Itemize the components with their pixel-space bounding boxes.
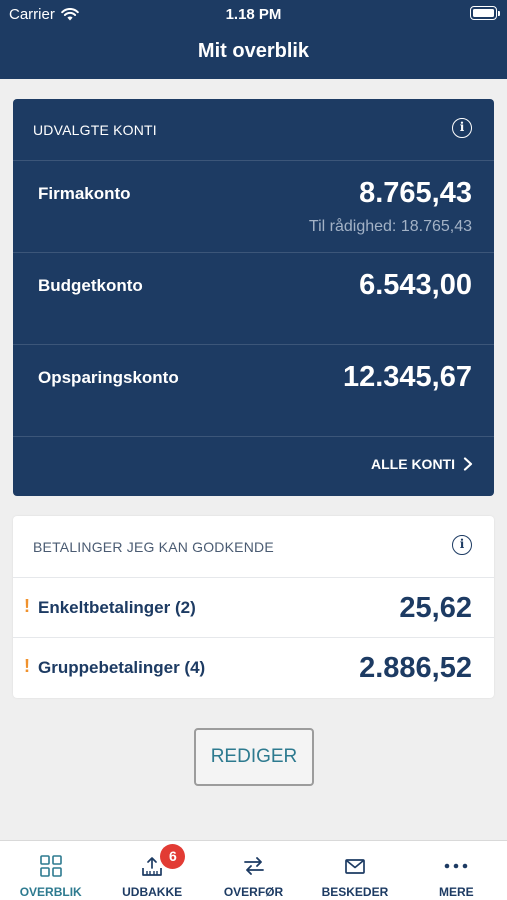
account-balance: 6.543,00: [359, 269, 472, 301]
tab-udbakke[interactable]: 6 UDBAKKE: [101, 841, 202, 900]
edit-button[interactable]: REDIGER: [194, 728, 314, 786]
envelope-icon: [345, 859, 365, 874]
account-balance: 8.765,43: [359, 177, 472, 209]
more-dots-icon: [445, 863, 468, 869]
outbox-badge: 6: [160, 844, 186, 869]
status-bar: Carrier 1.18 PM: [0, 0, 507, 28]
transfer-icon: [243, 857, 264, 875]
tab-label: MERE: [438, 885, 474, 899]
account-row-firmakonto[interactable]: Firmakonto 8.765,43 Til rådighed: 18.765…: [13, 161, 494, 253]
info-icon[interactable]: i: [452, 118, 472, 138]
account-name: Firmakonto: [38, 184, 131, 203]
tab-mere[interactable]: MERE: [406, 841, 507, 900]
status-left: Carrier: [9, 6, 79, 23]
payment-row-single[interactable]: ! Enkeltbetalinger (2) 25,62: [13, 578, 494, 638]
account-name: Opsparingskonto: [38, 368, 179, 387]
payment-name: Gruppebetalinger (4): [38, 658, 206, 677]
info-icon[interactable]: i: [452, 535, 472, 555]
battery-icon: [470, 6, 500, 20]
tab-label: OVERFØR: [223, 885, 284, 899]
accounts-card-title: UDVALGTE KONTI: [33, 122, 157, 138]
payments-card-header: BETALINGER JEG KAN GODKENDE i: [13, 516, 494, 578]
all-accounts-link[interactable]: ALLE KONTI: [371, 456, 473, 472]
warning-icon: !: [24, 656, 30, 676]
carrier-label: Carrier: [9, 6, 55, 23]
bottom-tab-bar: OVERBLIK 6 UDBAKKE OVERFØR BESKEDER: [0, 840, 507, 900]
tab-label: OVERBLIK: [19, 885, 82, 899]
tab-label: BESKEDER: [321, 885, 389, 899]
account-row-opsparingskonto[interactable]: Opsparingskonto 12.345,67: [13, 345, 494, 437]
payments-to-approve-card: BETALINGER JEG KAN GODKENDE i ! Enkeltbe…: [13, 516, 494, 698]
tab-label: UDBAKKE: [122, 885, 183, 899]
overview-grid-icon: [39, 855, 62, 877]
tab-overblik[interactable]: OVERBLIK: [0, 841, 101, 900]
payments-card-title: BETALINGER JEG KAN GODKENDE: [33, 539, 274, 555]
warning-icon: !: [24, 596, 30, 616]
all-accounts-label: ALLE KONTI: [371, 456, 455, 472]
tab-overfor[interactable]: OVERFØR: [203, 841, 304, 900]
tab-beskeder[interactable]: BESKEDER: [304, 841, 405, 900]
selected-accounts-card: UDVALGTE KONTI i Firmakonto 8.765,43 Til…: [13, 99, 494, 496]
account-balance: 12.345,67: [342, 361, 472, 393]
header-bar: Carrier 1.18 PM Mit overblik: [0, 0, 507, 79]
account-available: Til rådighed: 18.765,43: [308, 218, 472, 235]
chevron-right-icon: [463, 457, 473, 471]
payment-amount: 25,62: [399, 592, 472, 624]
account-row-budgetkonto[interactable]: Budgetkonto 6.543,00: [13, 253, 494, 345]
payment-row-group[interactable]: ! Gruppebetalinger (4) 2.886,52: [13, 638, 494, 698]
status-time: 1.18 PM: [225, 6, 282, 23]
accounts-card-header: UDVALGTE KONTI i: [13, 99, 494, 161]
outbox-icon: [142, 857, 162, 876]
account-name: Budgetkonto: [38, 276, 143, 295]
payment-amount: 2.886,52: [359, 652, 472, 684]
payment-name: Enkeltbetalinger (2): [38, 598, 196, 617]
wifi-icon: [61, 8, 79, 21]
page-title: Mit overblik: [197, 40, 310, 62]
